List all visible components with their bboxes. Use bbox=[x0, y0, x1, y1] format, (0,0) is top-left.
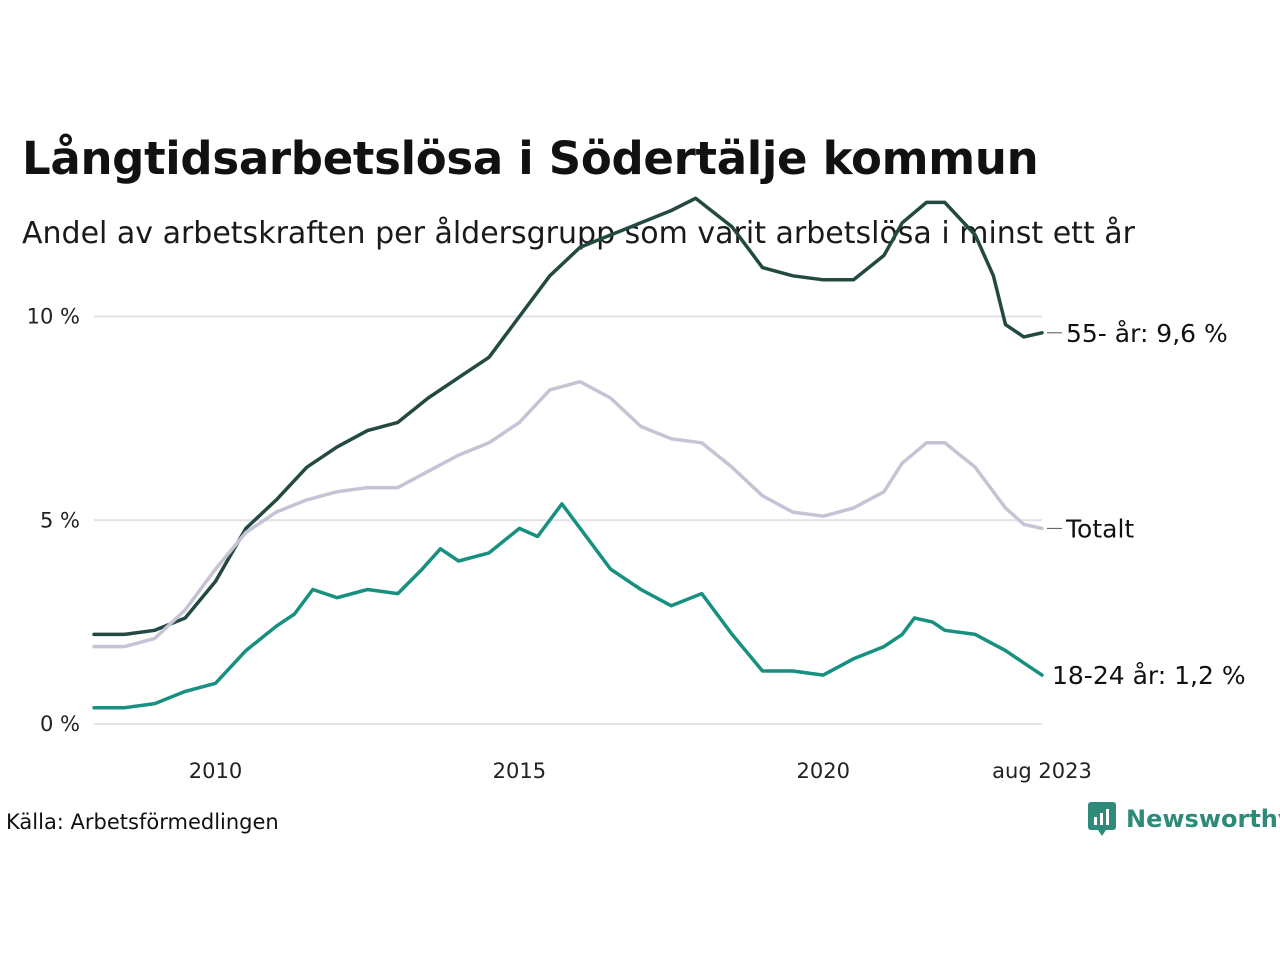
newsworthy-logo-icon bbox=[1088, 802, 1116, 836]
end-label-total: Totalt bbox=[1065, 514, 1134, 543]
series-line-55 bbox=[92, 196, 1044, 637]
end-labels: 55- år: 9,6 % Totalt 18-24 år: 1,2 % bbox=[1047, 319, 1246, 690]
chart-title: Långtidsarbetslösa i Södertälje kommun bbox=[22, 132, 1039, 185]
x-tick-label: 2010 bbox=[189, 759, 242, 783]
end-label-55: 55- år: 9,6 % bbox=[1066, 319, 1228, 348]
chart-subtitle: Andel av arbetskraften per åldersgrupp s… bbox=[22, 216, 1135, 251]
y-tick-label: 0 % bbox=[40, 712, 80, 736]
x-tick-label: 2020 bbox=[797, 759, 850, 783]
x-tick-label: 2015 bbox=[493, 759, 546, 783]
brand-logo[interactable]: Newsworthy bbox=[1088, 802, 1280, 836]
x-axis: 2010 2015 2020 aug 2023 bbox=[189, 759, 1092, 783]
source-note: Källa: Arbetsförmedlingen bbox=[6, 810, 279, 834]
end-label-18_24: 18-24 år: 1,2 % bbox=[1052, 661, 1246, 690]
x-tick-label: aug 2023 bbox=[992, 759, 1092, 783]
y-tick-label: 10 % bbox=[27, 305, 80, 329]
series-line-18_24 bbox=[92, 502, 1044, 710]
brand-name: Newsworthy bbox=[1126, 805, 1280, 833]
y-tick-label: 5 % bbox=[40, 508, 80, 532]
series-layer bbox=[92, 196, 1044, 710]
series-line-total bbox=[92, 379, 1044, 649]
grid-layer bbox=[94, 315, 1042, 725]
y-axis: 0 % 5 % 10 % bbox=[27, 305, 80, 737]
